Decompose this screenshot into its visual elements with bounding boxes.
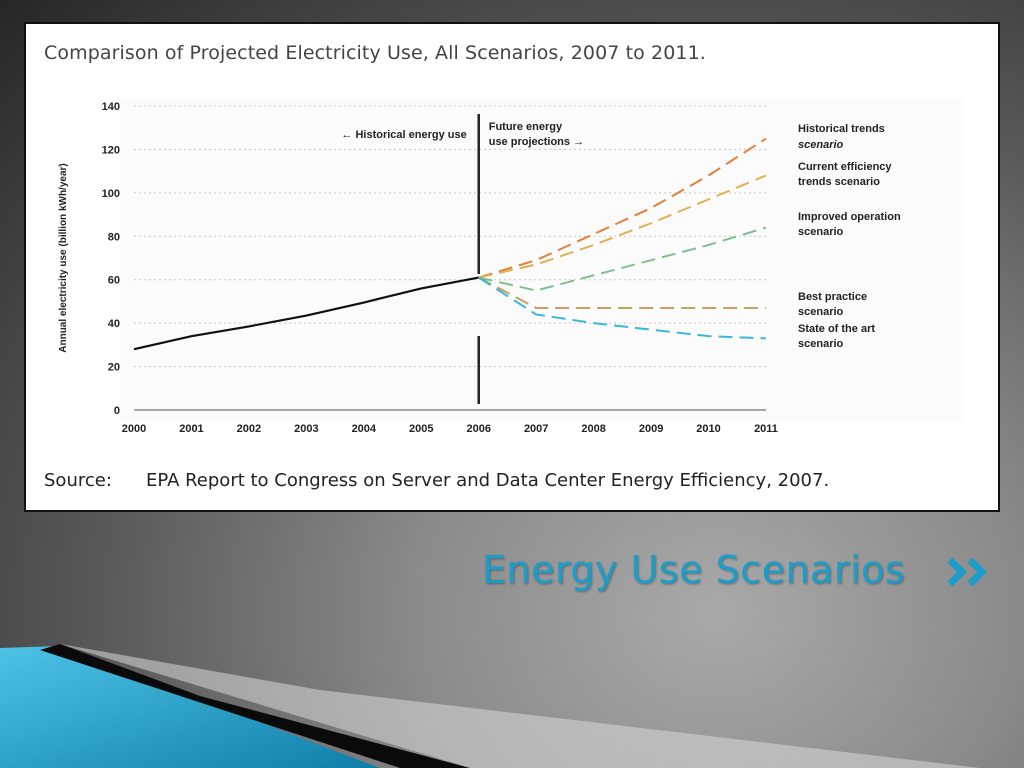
source-text: EPA Report to Congress on Server and Dat… xyxy=(146,470,830,491)
slide-title: Energy Use Scenarios xyxy=(482,548,906,592)
x-tick-label: 2011 xyxy=(754,423,778,435)
bottom-swoosh-decoration xyxy=(0,644,980,768)
x-tick-label: 2010 xyxy=(696,423,720,435)
x-tick-label: 2007 xyxy=(524,423,548,435)
series-label: trends scenario xyxy=(798,176,880,188)
series-line xyxy=(478,276,767,340)
y-tick-label: 140 xyxy=(102,101,120,113)
x-tick-label: 2001 xyxy=(179,423,203,435)
x-tick-label: 2003 xyxy=(294,423,318,435)
plot-background xyxy=(121,99,963,421)
future-annotation-line2: use projections → xyxy=(489,136,584,148)
series-label: Improved operation xyxy=(798,211,901,223)
series-label: Best practice xyxy=(798,291,867,303)
x-tick-label: 2008 xyxy=(581,423,605,435)
series-label: Current efficiency xyxy=(798,161,892,173)
series-label: scenario xyxy=(798,139,844,151)
y-tick-label: 100 xyxy=(102,188,120,200)
series-label: scenario xyxy=(798,338,844,350)
series-label: scenario xyxy=(798,306,844,318)
historical-annotation: ← Historical energy use xyxy=(341,129,466,141)
y-axis-label: Annual electricity use (billion kWh/year… xyxy=(58,163,69,353)
source-label: Source: xyxy=(44,470,112,491)
y-tick-label: 120 xyxy=(102,144,120,156)
x-tick-label: 2009 xyxy=(639,423,663,435)
y-tick-label: 80 xyxy=(108,231,120,243)
y-tick-label: 0 xyxy=(114,405,120,417)
y-tick-label: 40 xyxy=(108,318,120,330)
line-chart: 0 20 40 60 80 100 120 140 2000 2001 2002 2003 2004 20… xyxy=(58,99,963,435)
x-tick-label: 2000 xyxy=(122,423,146,435)
source-citation: Source: EPA Report to Congress on Server … xyxy=(44,470,829,491)
series-label: Historical trends xyxy=(798,123,885,135)
series-line xyxy=(478,226,767,292)
y-tick-label: 60 xyxy=(108,275,120,287)
y-tick-label: 20 xyxy=(108,362,120,374)
series-label: State of the art xyxy=(798,323,875,335)
series-label: scenario xyxy=(798,226,844,238)
future-annotation-line1: Future energy xyxy=(489,121,563,133)
double-chevron-right-icon[interactable] xyxy=(946,554,996,590)
x-tick-label: 2006 xyxy=(466,423,490,435)
series-line xyxy=(478,276,766,309)
chart-title: Comparison of Projected Electricity Use,… xyxy=(44,42,706,64)
series-line xyxy=(133,276,479,351)
x-tick-label: 2004 xyxy=(352,423,377,435)
x-tick-label: 2002 xyxy=(237,423,261,435)
x-tick-label: 2005 xyxy=(409,423,433,435)
chart-panel: Comparison of Projected Electricity Use,… xyxy=(24,22,1000,512)
series-line xyxy=(478,137,767,279)
series-line xyxy=(478,174,767,279)
